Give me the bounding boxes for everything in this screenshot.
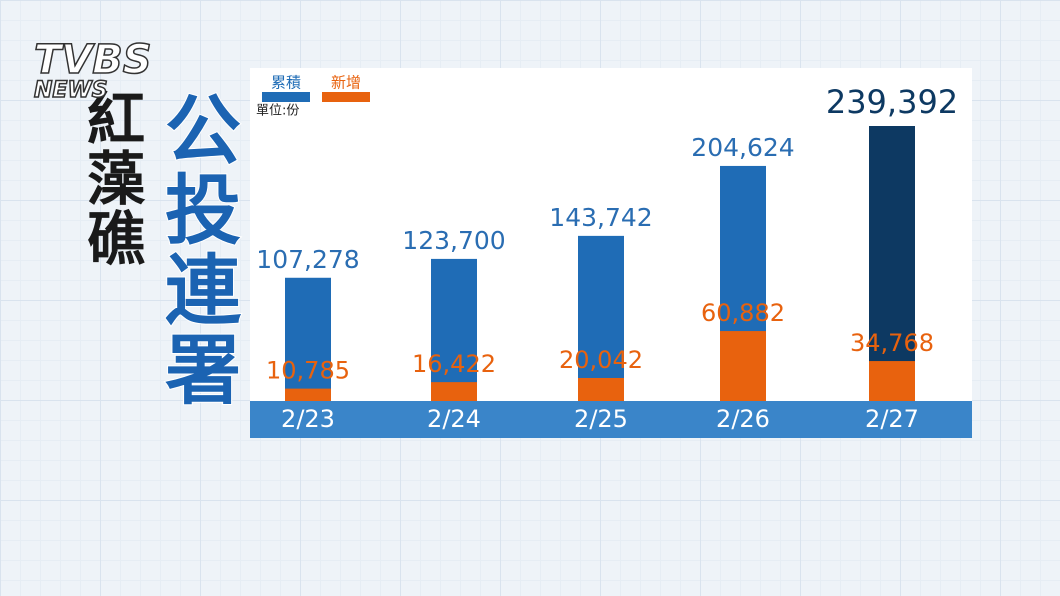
value-label: 123,700 <box>402 226 505 255</box>
x-tick-label: 2/23 <box>281 405 335 433</box>
legend-swatch <box>262 92 310 102</box>
value-label: 16,422 <box>412 350 496 378</box>
logo-brand: TVBS <box>33 37 152 83</box>
value-label: 20,042 <box>559 346 643 374</box>
value-label: 60,882 <box>701 299 785 327</box>
legend-swatch <box>322 92 370 102</box>
legend-label: 累積 <box>271 74 301 92</box>
x-tick-label: 2/24 <box>427 405 481 433</box>
bar <box>578 377 624 401</box>
bar <box>720 331 766 401</box>
unit-note: 單位:份 <box>256 104 299 119</box>
x-tick-label: 2/27 <box>865 405 919 433</box>
main-title: 公投連署 <box>151 89 242 411</box>
value-label: 10,785 <box>266 357 350 385</box>
x-tick-label: 2/25 <box>574 405 628 433</box>
axis-strip <box>250 401 972 438</box>
bar <box>431 382 477 401</box>
bar <box>578 235 624 401</box>
value-label: 204,624 <box>691 133 794 162</box>
logo: TVBS NEWS <box>33 37 152 103</box>
value-label: 239,392 <box>826 83 958 121</box>
value-label: 107,278 <box>256 245 359 274</box>
legend-label: 新增 <box>331 74 361 92</box>
x-tick-label: 2/26 <box>716 405 770 433</box>
topic-title: 紅藻礁 <box>77 88 145 268</box>
bar <box>869 361 915 401</box>
logo-sub: NEWS <box>33 78 108 103</box>
value-label: 34,768 <box>850 329 934 357</box>
bar <box>431 258 477 401</box>
bar <box>285 388 331 401</box>
bar <box>285 277 331 401</box>
bar <box>869 126 915 401</box>
value-label: 143,742 <box>549 203 652 232</box>
